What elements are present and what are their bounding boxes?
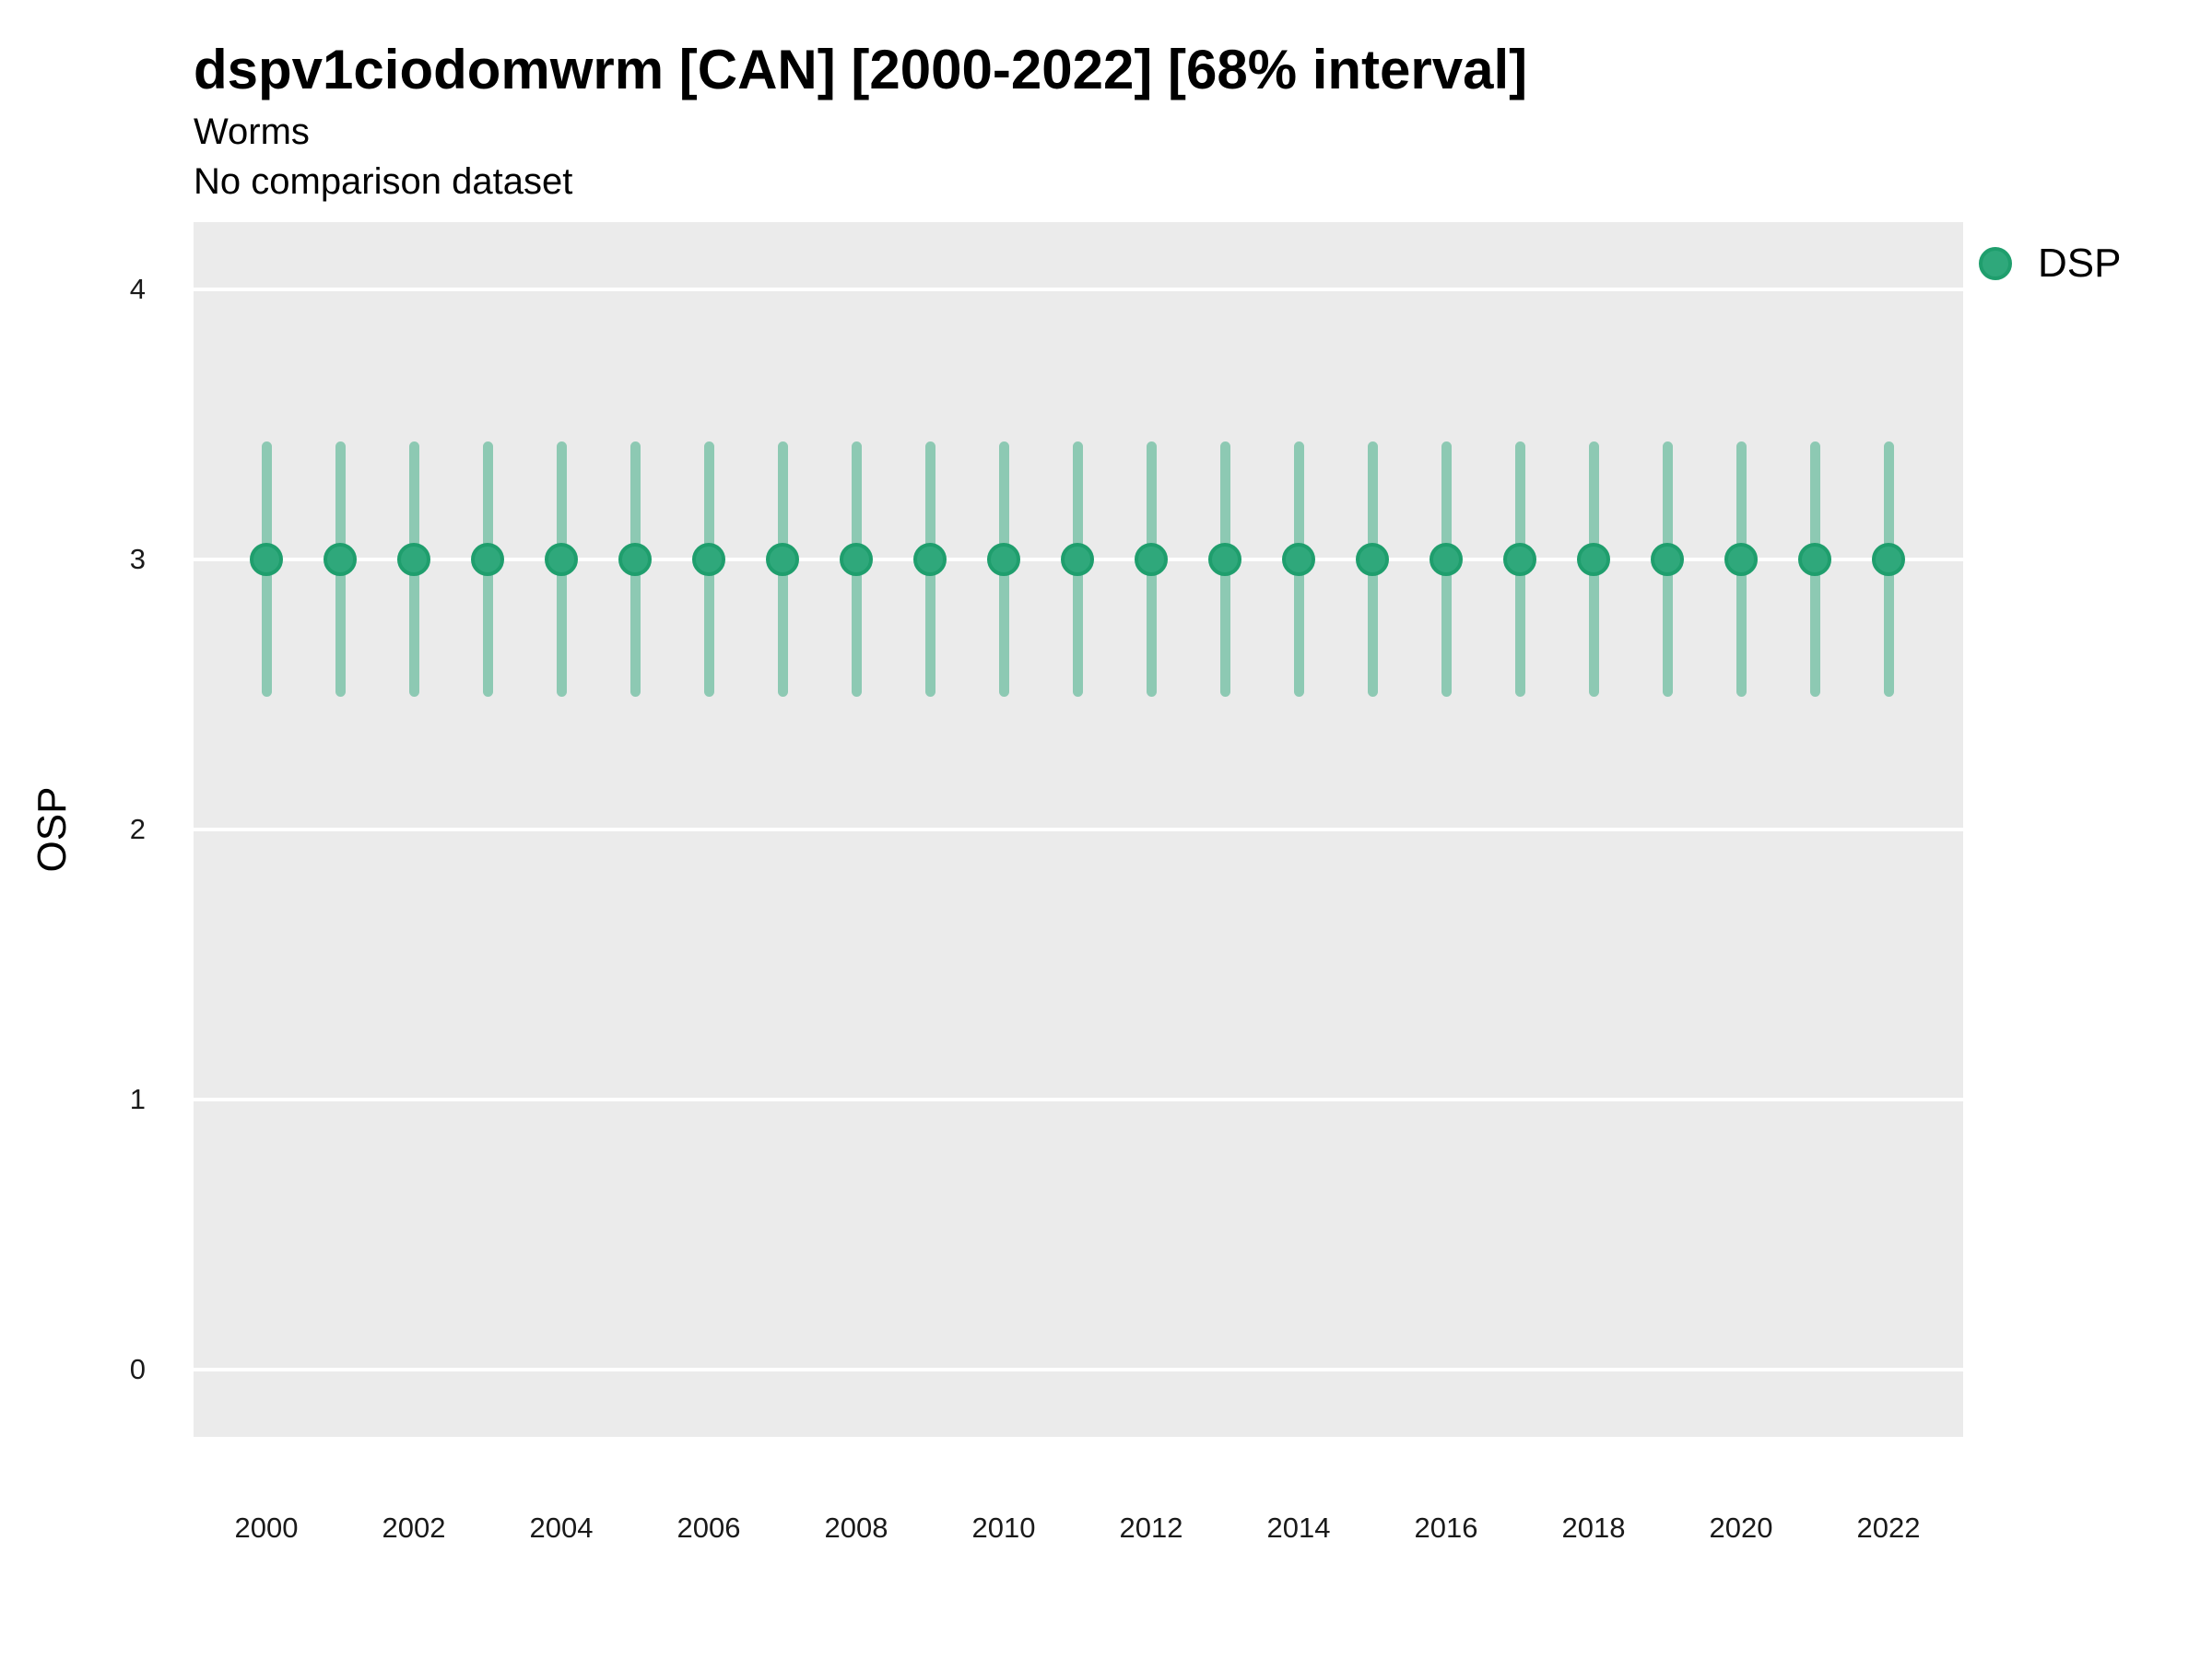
x-tick-label: 2002 (382, 1512, 446, 1544)
data-point (1724, 543, 1758, 577)
y-tick-label: 4 (129, 273, 146, 306)
plot-panel (194, 222, 1963, 1437)
x-tick-label: 2022 (1856, 1512, 1921, 1544)
x-tick-label: 2000 (234, 1512, 299, 1544)
legend: DSP (1979, 243, 2121, 284)
gridline-y-1 (194, 1097, 1963, 1101)
data-point (545, 543, 578, 577)
data-point (840, 543, 873, 577)
chart-subtitle: Worms (194, 112, 310, 152)
gridline-y-2 (194, 828, 1963, 831)
legend-label: DSP (2038, 241, 2122, 286)
data-point (250, 543, 283, 577)
y-tick-label: 2 (129, 813, 146, 845)
data-point (692, 543, 725, 577)
data-point (1430, 543, 1463, 577)
x-tick-label: 2006 (677, 1512, 741, 1544)
data-point (1872, 543, 1905, 577)
data-point (1208, 543, 1241, 577)
data-point (324, 543, 357, 577)
x-tick-label: 2018 (1561, 1512, 1626, 1544)
chart-title: dspv1ciodomwrm [CAN] [2000-2022] [68% in… (194, 39, 1528, 100)
data-point (1651, 543, 1684, 577)
x-tick-label: 2008 (824, 1512, 888, 1544)
data-point (471, 543, 504, 577)
gridline-y-4 (194, 288, 1963, 292)
gridline-y-0 (194, 1367, 1963, 1371)
x-tick-label: 2014 (1266, 1512, 1331, 1544)
data-point (1577, 543, 1610, 577)
data-point (618, 543, 652, 577)
y-tick-label: 0 (129, 1352, 146, 1385)
data-point (1356, 543, 1389, 577)
data-point (397, 543, 430, 577)
x-tick-label: 2020 (1709, 1512, 1773, 1544)
data-point (913, 543, 947, 577)
comparison-note: No comparison dataset (194, 161, 573, 202)
data-point (1135, 543, 1168, 577)
data-point (1282, 543, 1315, 577)
y-tick-label: 1 (129, 1082, 146, 1115)
data-point (987, 543, 1020, 577)
data-point (1503, 543, 1536, 577)
x-tick-label: 2016 (1414, 1512, 1478, 1544)
x-tick-label: 2004 (529, 1512, 594, 1544)
data-point (1061, 543, 1094, 577)
legend-point-icon (1979, 247, 2012, 280)
x-tick-label: 2012 (1119, 1512, 1183, 1544)
y-tick-label: 3 (129, 543, 146, 576)
data-point (1798, 543, 1831, 577)
data-point (766, 543, 799, 577)
x-tick-label: 2010 (971, 1512, 1036, 1544)
